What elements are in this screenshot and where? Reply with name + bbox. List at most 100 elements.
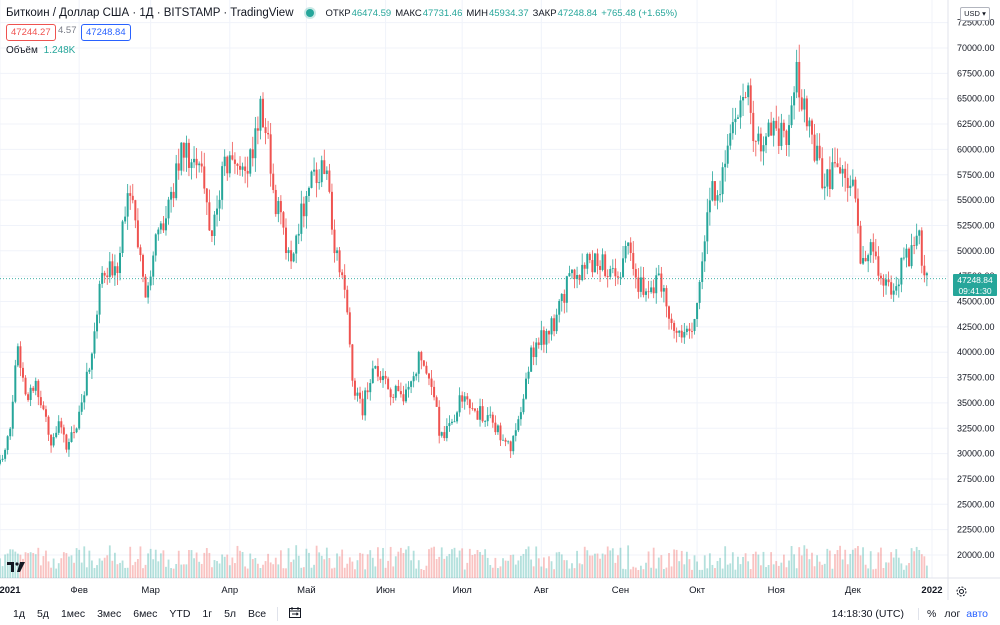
candle-body <box>438 406 441 436</box>
candle-body <box>262 98 265 128</box>
y-tick-label: 37500.00 <box>957 373 995 383</box>
volume-bar <box>749 569 752 578</box>
volume-bar <box>775 561 778 578</box>
calendar-range-icon[interactable] <box>288 607 302 621</box>
candle-body <box>348 312 351 345</box>
volume-bar <box>193 558 195 578</box>
candle-body <box>290 250 293 262</box>
candle-body <box>226 156 229 174</box>
price-chart[interactable]: 72500.00 70000.00 67500.00 65000.00 62500.00… <box>0 0 1000 600</box>
volume-bar <box>320 555 323 578</box>
volume-bar <box>371 557 374 578</box>
volume-bar <box>882 568 885 578</box>
volume-bar <box>277 564 280 578</box>
candle-body <box>456 412 459 422</box>
range-6m-button[interactable]: 6мес <box>133 608 158 620</box>
range-1d-button[interactable]: 1д <box>13 608 25 620</box>
volume-bar <box>706 568 709 578</box>
volume-bar <box>913 551 916 578</box>
candle-body <box>905 248 908 258</box>
candle-body <box>96 314 99 332</box>
volume-bar <box>190 550 193 578</box>
volume-bar <box>841 559 844 578</box>
volume-bar <box>241 551 244 578</box>
volume-bar <box>4 554 7 578</box>
volume-bar <box>818 561 821 578</box>
range-1m-button[interactable]: 1мес <box>60 608 86 620</box>
buy-price-button[interactable]: 47248.84 <box>81 24 131 41</box>
volume-bar <box>24 552 27 578</box>
change-value: +765.48 (+1.65%) <box>601 7 678 19</box>
volume-bar <box>162 550 165 578</box>
auto-scale-button[interactable]: авто <box>966 608 988 620</box>
candle-body <box>305 195 308 217</box>
candle-body <box>719 194 722 196</box>
candle-body <box>129 193 132 196</box>
candle-body <box>614 268 617 277</box>
volume-bar <box>553 569 555 578</box>
volume-bar <box>149 548 152 578</box>
volume-bar <box>369 550 372 578</box>
volume-bar <box>767 564 770 578</box>
volume-bar <box>642 569 645 578</box>
candle-body <box>775 120 778 129</box>
log-scale-button[interactable]: лог <box>944 608 961 620</box>
candle-body <box>420 352 423 361</box>
candle-body <box>708 200 711 213</box>
candle-body <box>67 442 70 450</box>
candle-body <box>473 408 476 411</box>
volume-bar <box>272 564 275 578</box>
candle-body <box>307 187 310 196</box>
range-ytd-button[interactable]: YTD <box>169 608 191 620</box>
volume-bar <box>52 558 55 578</box>
sell-price-button[interactable]: 47244.27 <box>6 24 56 41</box>
volume-bar <box>1 566 4 578</box>
candle-body <box>479 406 482 420</box>
candle-body <box>190 162 193 168</box>
range-5d-button[interactable]: 5д <box>36 608 49 620</box>
candle-body <box>430 378 433 387</box>
range-5y-button[interactable]: 5л <box>224 608 237 620</box>
candle-body <box>581 264 584 281</box>
volume-bar <box>576 550 578 578</box>
range-3m-button[interactable]: 3мес <box>97 608 122 620</box>
candle-body <box>670 318 673 323</box>
volume-bar <box>558 551 561 578</box>
volume-bar <box>905 565 908 578</box>
volume-bar <box>499 566 502 578</box>
range-1y-button[interactable]: 1г <box>202 608 213 620</box>
volume-bar <box>152 559 155 578</box>
volume-bar <box>318 552 321 578</box>
volume-bar <box>892 557 895 578</box>
y-tick-label: 55000.00 <box>957 195 995 205</box>
volume-bar <box>805 548 808 578</box>
candle-body <box>445 426 448 439</box>
candle-body <box>634 269 637 278</box>
percent-scale-button[interactable]: % <box>918 608 944 620</box>
volume-bar <box>382 547 384 578</box>
candle-body <box>831 162 834 190</box>
x-tick-label: 2022 <box>921 585 942 596</box>
utc-clock[interactable]: 14:18:30 (UTC) <box>831 608 905 620</box>
volume-bar <box>637 569 640 578</box>
volume-bar <box>640 565 642 578</box>
volume-bar <box>923 556 926 578</box>
candle-body <box>139 247 142 256</box>
volume-bar <box>877 552 880 578</box>
volume-bar <box>453 547 456 578</box>
tradingview-logo-icon[interactable] <box>6 560 26 574</box>
symbol-title[interactable]: Биткоин / Доллар США · 1Д · BITSTAMP · T… <box>6 7 294 19</box>
candle-body <box>923 265 926 276</box>
candle-body <box>833 162 836 164</box>
y-tick-label: 40000.00 <box>957 347 995 357</box>
volume-bar <box>75 548 78 578</box>
range-all-button[interactable]: Все <box>248 608 267 620</box>
currency-selector[interactable]: USD ▾ <box>960 7 990 21</box>
volume-bar <box>517 560 520 578</box>
volume-bar <box>555 552 558 578</box>
volume-bar <box>32 553 35 578</box>
volume-bar <box>614 562 617 578</box>
volume-bar <box>795 568 798 578</box>
gear-icon[interactable] <box>955 585 968 601</box>
candle-body <box>425 365 428 374</box>
